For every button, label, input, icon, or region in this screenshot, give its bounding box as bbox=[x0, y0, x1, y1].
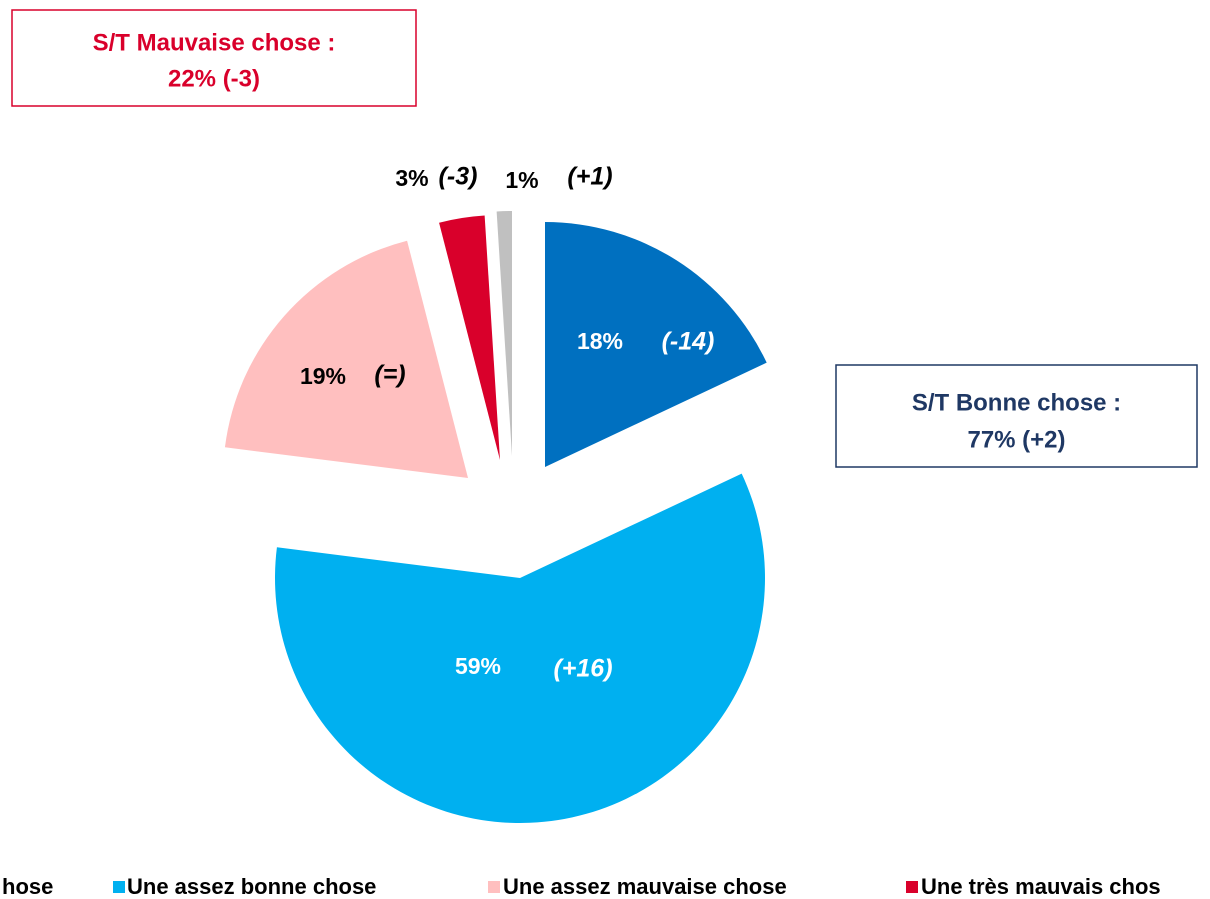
legend-label: Une très mauvais chos bbox=[921, 874, 1161, 899]
pie-slice bbox=[496, 211, 512, 456]
value-label: 1% bbox=[505, 167, 538, 193]
annotation-box bbox=[835, 364, 1198, 468]
legend-swatch bbox=[113, 881, 125, 893]
value-label: 19% bbox=[300, 363, 346, 389]
change-label: (+16) bbox=[553, 655, 612, 683]
annotation-text: S/T Bonne chose : bbox=[912, 389, 1121, 416]
annotation-text: 77% (+2) bbox=[967, 426, 1065, 453]
annotation-text: 22% (-3) bbox=[168, 65, 260, 92]
legend-label: hose bbox=[2, 874, 53, 899]
value-label: 59% bbox=[455, 653, 501, 679]
value-label: 18% bbox=[577, 328, 623, 354]
legend-swatch bbox=[906, 881, 918, 893]
pie-slice bbox=[439, 215, 500, 460]
pie-slice bbox=[545, 222, 767, 467]
pie-slice bbox=[274, 473, 765, 823]
annotation-box bbox=[11, 9, 417, 107]
change-label: (-14) bbox=[662, 328, 715, 356]
change-label: (+1) bbox=[567, 163, 612, 191]
change-label: (-3) bbox=[439, 163, 478, 191]
legend-label: Une assez bonne chose bbox=[127, 874, 376, 899]
legend-label: Une assez mauvaise chose bbox=[503, 874, 787, 899]
change-label: (=) bbox=[374, 361, 405, 389]
annotation-text: S/T Mauvaise chose : bbox=[93, 29, 336, 56]
value-label: 3% bbox=[395, 165, 428, 191]
legend-swatch bbox=[488, 881, 500, 893]
pie-slice bbox=[224, 240, 468, 478]
